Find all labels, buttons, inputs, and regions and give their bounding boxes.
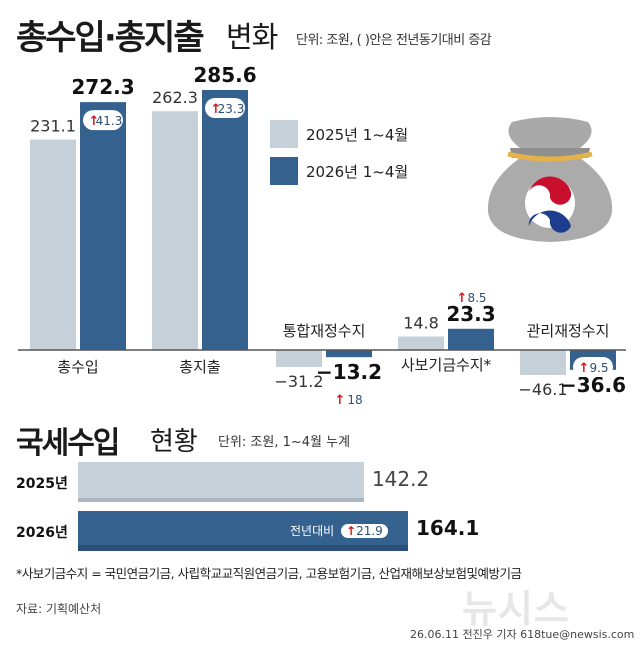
legend-label-2026: 2026년 1~4월 [306,163,409,181]
tax-yoy-change: 21.9 [356,524,383,538]
watermark: 뉴시스 [462,587,570,631]
up-arrow-icon: ↑ [346,524,357,538]
bar-prev-0 [30,139,76,350]
category-label-bg-3 [388,355,504,375]
bar-prev-1 [152,111,198,350]
up-arrow-icon: ↑ [457,291,468,306]
yoy-pill-0 [83,110,123,131]
tax-value-2026: 164.1 [416,516,480,540]
yoy-pill-4 [573,357,613,377]
chart-title: 총수입·총지출 [16,18,205,58]
value-label-prev-3: 14.8 [403,314,439,333]
legend-swatch-2026 [270,157,298,185]
legend-label-2025: 2025년 1~4월 [306,126,409,144]
row-label-2026: 2026년 [16,525,68,541]
bar-curr-0 [80,102,126,350]
yoy-change-4: 9.5 [589,361,608,375]
value-label-prev-0: 231.1 [30,117,76,136]
category-label-4: 관리재정수지 [527,322,610,340]
value-label-curr-3: 23.3 [446,302,495,326]
yoy-change-2: 18 [347,393,362,407]
value-label-curr-2: −13.2 [316,360,382,384]
source: 자료: 기획예산처 [16,602,102,616]
yoy-change-3: 8.5 [467,291,486,305]
value-label-curr-0: 272.3 [71,75,134,99]
bar-prev-4 [520,350,566,375]
chart-title-suffix: 변화 [226,20,278,54]
bar-prev-2 [276,350,322,367]
row-label-2025: 2025년 [16,476,68,492]
unit-note: 단위: 조원, ( )안은 전년동기대비 증감 [296,33,492,48]
yoy-pill-1 [205,98,245,118]
tax-value-2025: 142.2 [371,467,430,491]
up-arrow-icon: ↑ [335,393,346,408]
value-label-prev-4: −46.1 [518,380,567,399]
credit: 26.06.11 전진우 기자 618tue@newsis.com [410,628,635,641]
footnote: *사보기금수지 = 국민연금기금, 사립학교교직원연금기금, 고용보험기금, 산… [16,566,522,581]
value-label-curr-1: 285.6 [193,63,256,87]
section-title: 국세수입 [16,426,120,461]
category-label-3: 사보기금수지* [401,356,492,374]
bar-curr-2 [326,350,372,358]
tax-bar-2025 [78,462,364,502]
yoy-change-0: 41.3 [96,114,123,128]
category-label-0: 총수입 [57,358,98,376]
bar-prev-3 [398,336,444,350]
yoy-change-1: 23.3 [218,102,245,116]
bar-curr-3 [448,328,494,350]
up-arrow-icon: ↑ [89,114,100,129]
tax-yoy-label: 전년대비 [290,524,335,538]
up-arrow-icon: ↑ [579,361,590,376]
category-label-1: 총지출 [179,358,220,376]
category-label-2: 통합재정수지 [283,322,366,340]
up-arrow-icon: ↑ [211,102,222,117]
money-bag-icon [487,117,613,242]
legend-swatch-2025 [270,120,298,148]
tax-yoy-note: 전년대비 ↑21.9 [290,522,388,539]
section-title-suffix: 현황 [150,427,198,457]
tax-yoy-pill: ↑21.9 [341,524,388,538]
value-label-prev-2: −31.2 [274,372,323,391]
section-unit-note: 단위: 조원, 1~4월 누계 [218,435,351,450]
value-label-prev-1: 262.3 [152,88,198,107]
balance-bar-chart: 231.1272.3↑41.3총수입262.3285.6↑23.3총지출−31.… [18,63,626,408]
bar-curr-1 [202,90,248,350]
